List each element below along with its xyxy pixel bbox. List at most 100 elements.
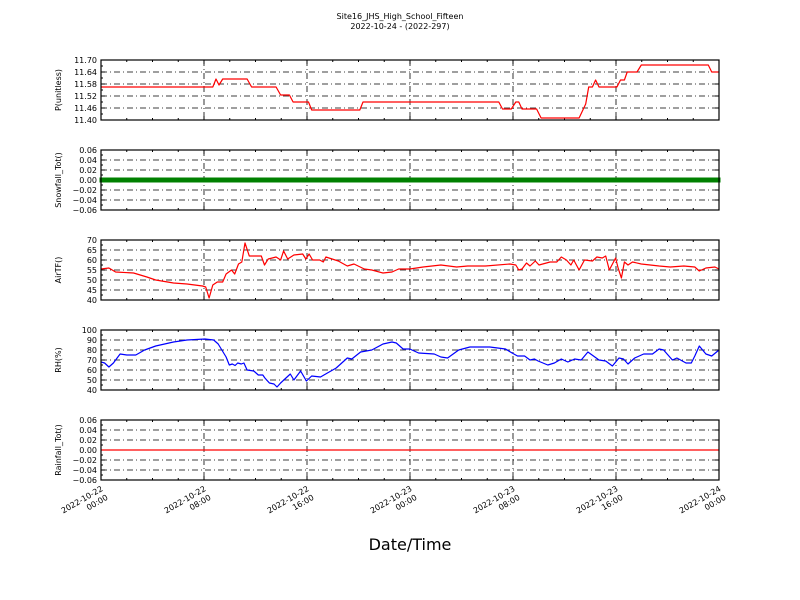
y-tick-label: 0.04	[79, 426, 97, 435]
data-point	[117, 177, 121, 183]
data-point	[462, 177, 466, 183]
data-point	[216, 177, 220, 183]
data-point	[381, 177, 385, 183]
data-point	[210, 177, 214, 183]
data-point	[264, 177, 268, 183]
data-point	[411, 177, 415, 183]
data-point	[588, 177, 592, 183]
data-point	[705, 177, 709, 183]
data-point	[423, 177, 427, 183]
data-point	[495, 177, 499, 183]
data-point	[600, 177, 604, 183]
y-tick-label: 0.02	[79, 166, 97, 175]
y-axis-label: P(unitless)	[54, 69, 63, 111]
data-point	[465, 177, 469, 183]
y-tick-label: −0.06	[72, 476, 97, 485]
data-point	[339, 177, 343, 183]
data-point	[156, 177, 160, 183]
data-point	[525, 177, 529, 183]
data-point	[624, 177, 628, 183]
data-point	[288, 177, 292, 183]
data-point	[468, 177, 472, 183]
data-point	[282, 177, 286, 183]
data-point	[405, 177, 409, 183]
data-point	[432, 177, 436, 183]
data-point	[660, 177, 664, 183]
y-tick-label: 80	[87, 346, 97, 355]
data-point	[504, 177, 508, 183]
data-point	[444, 177, 448, 183]
data-point	[309, 177, 313, 183]
data-point	[435, 177, 439, 183]
data-point	[402, 177, 406, 183]
y-tick-label: 11.64	[74, 68, 97, 77]
data-point	[315, 177, 319, 183]
data-point	[360, 177, 364, 183]
data-point	[234, 177, 238, 183]
data-point	[597, 177, 601, 183]
data-point	[528, 177, 532, 183]
data-point	[327, 177, 331, 183]
data-point	[144, 177, 148, 183]
data-point	[396, 177, 400, 183]
y-tick-label: 0.04	[79, 156, 97, 165]
chart-title: Site16_JHS_High_School_Fifteen	[337, 12, 464, 21]
data-point	[207, 177, 211, 183]
data-point	[426, 177, 430, 183]
data-point	[192, 177, 196, 183]
data-point	[474, 177, 478, 183]
data-point	[714, 177, 718, 183]
data-point	[141, 177, 145, 183]
data-point	[603, 177, 607, 183]
y-tick-label: 11.40	[74, 116, 97, 125]
series-line	[100, 242, 720, 299]
y-tick-label: 100	[82, 326, 97, 335]
data-point	[105, 177, 109, 183]
data-point	[480, 177, 484, 183]
plot-frame	[100, 59, 720, 121]
data-point	[231, 177, 235, 183]
data-point	[573, 177, 577, 183]
data-point	[312, 177, 316, 183]
data-point	[690, 177, 694, 183]
data-point	[669, 177, 673, 183]
data-point	[219, 177, 223, 183]
data-point	[417, 177, 421, 183]
data-point	[459, 177, 463, 183]
data-point	[174, 177, 178, 183]
data-point	[273, 177, 277, 183]
data-point	[453, 177, 457, 183]
y-tick-label: 55	[87, 266, 97, 275]
data-point	[642, 177, 646, 183]
data-point	[408, 177, 412, 183]
data-point	[492, 177, 496, 183]
data-point	[171, 177, 175, 183]
data-point	[609, 177, 613, 183]
data-point	[471, 177, 475, 183]
data-point	[387, 177, 391, 183]
data-point	[348, 177, 352, 183]
data-point	[120, 177, 124, 183]
data-point	[342, 177, 346, 183]
data-point	[330, 177, 334, 183]
data-point	[177, 177, 181, 183]
data-point	[615, 177, 619, 183]
plot-frame	[100, 329, 720, 391]
series-line	[100, 338, 720, 388]
data-point	[711, 177, 715, 183]
y-tick-label: −0.04	[72, 196, 97, 205]
data-point	[300, 177, 304, 183]
data-point	[708, 177, 712, 183]
data-point	[255, 177, 259, 183]
data-point	[324, 177, 328, 183]
data-point	[162, 177, 166, 183]
plot-frame	[100, 149, 720, 211]
data-point	[489, 177, 493, 183]
data-point	[663, 177, 667, 183]
data-point	[516, 177, 520, 183]
data-point	[294, 177, 298, 183]
